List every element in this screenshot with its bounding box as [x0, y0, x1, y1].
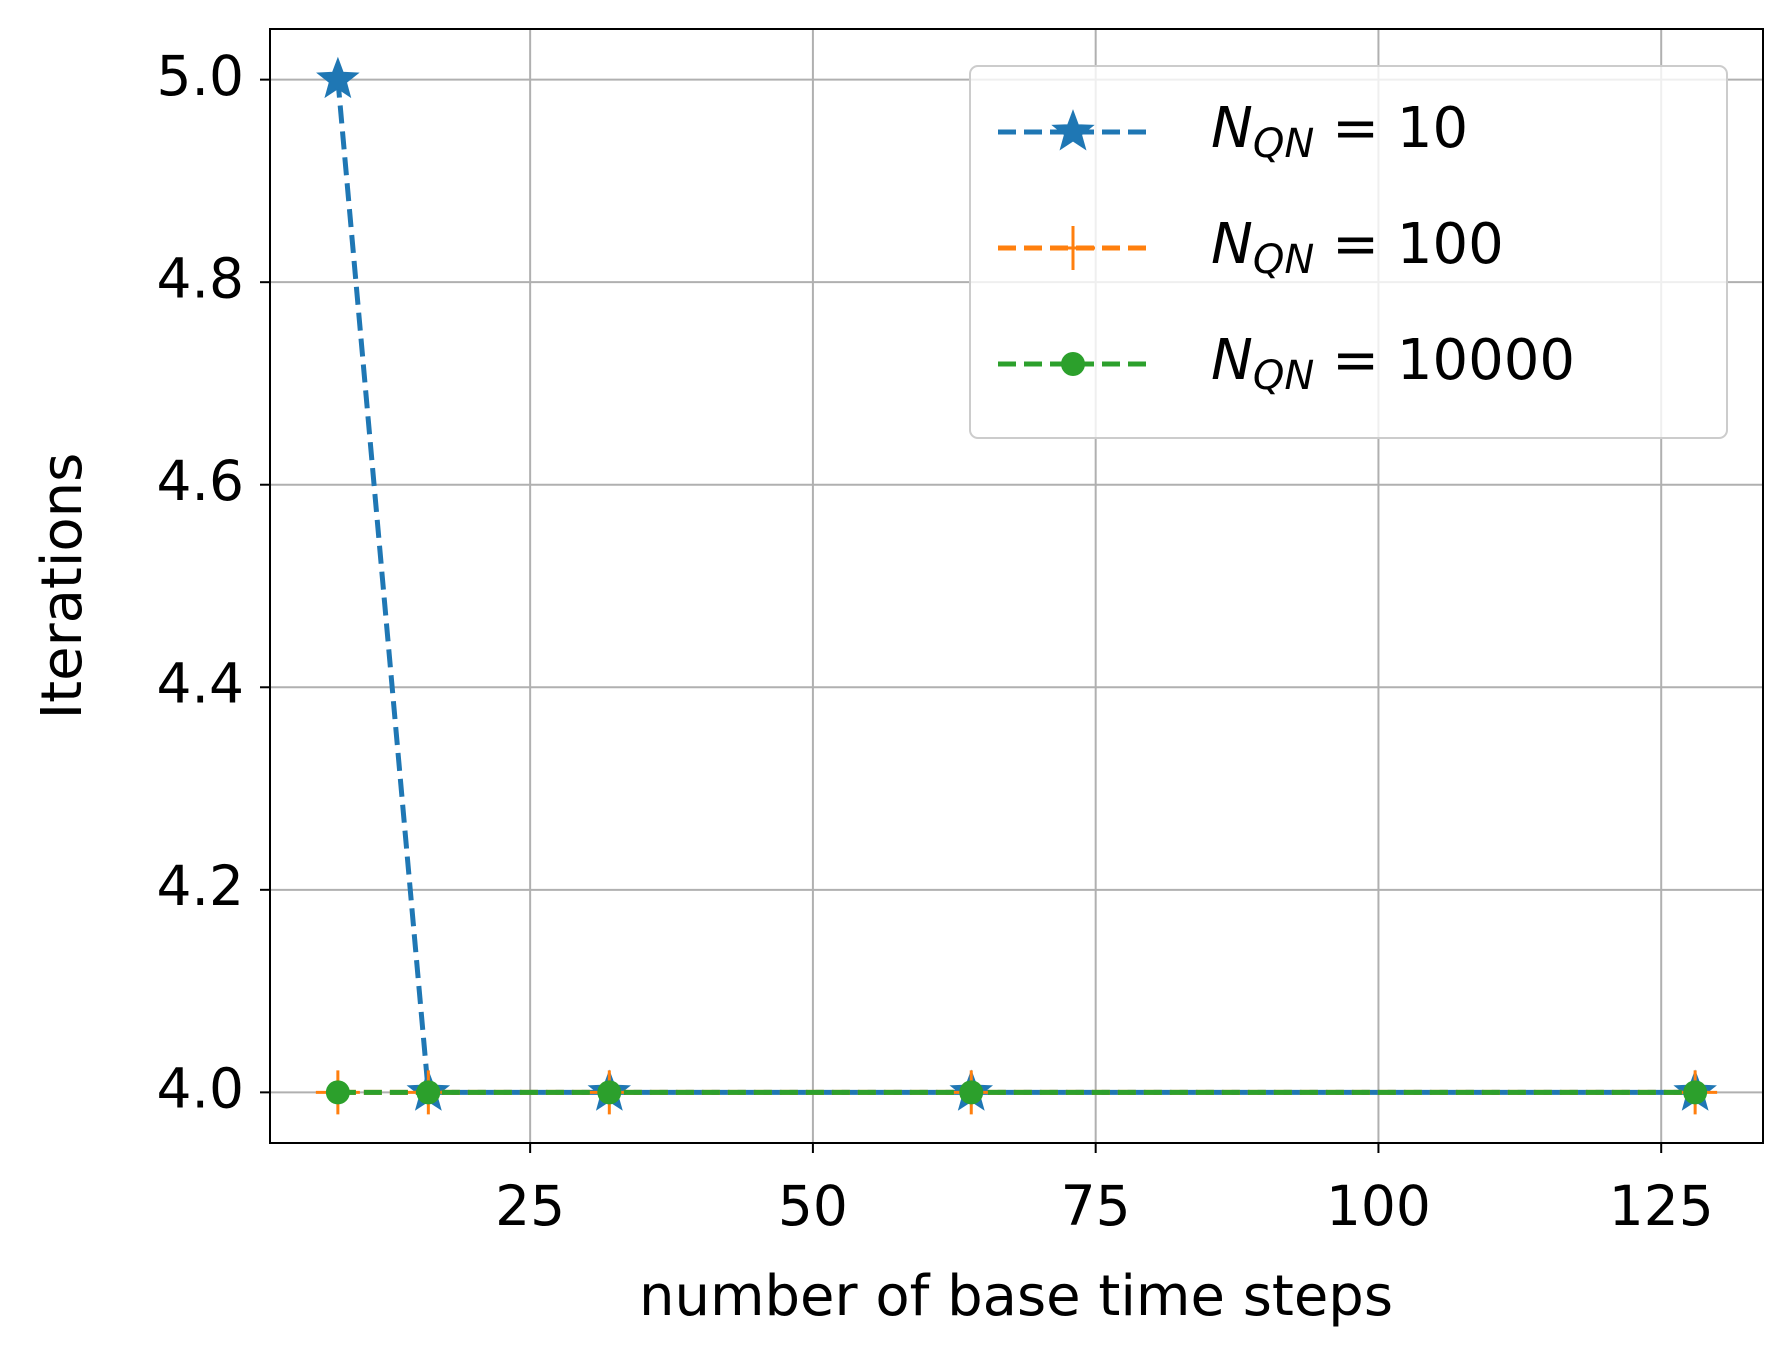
circle-marker [1061, 352, 1085, 376]
y-tick-label: 4.4 [157, 651, 244, 715]
x-tick-label: 100 [1326, 1174, 1431, 1238]
x-tick-label: 25 [495, 1174, 565, 1238]
circle-marker [416, 1080, 441, 1105]
legend-box [969, 65, 1728, 439]
y-tick-label: 4.8 [157, 246, 244, 310]
legend: NQN = 10 NQN = 100 NQN = 10000 [969, 65, 1728, 439]
x-tick-label: 125 [1609, 1174, 1714, 1238]
x-axis-label: number of base time steps [639, 1264, 1393, 1329]
y-tick-label: 4.2 [157, 854, 244, 918]
axes-frame [269, 28, 1764, 1144]
y-tick-label: 5.0 [157, 44, 244, 108]
plus-marker [1051, 226, 1095, 270]
circle-marker [597, 1080, 622, 1105]
circle-marker [959, 1080, 984, 1105]
star-marker [316, 56, 360, 99]
circle-marker [325, 1080, 350, 1105]
legend-label: NQN = 10 [1211, 96, 1468, 167]
ticks: 25 50 75 100 125 4.0 4.2 4.4 4.6 4.8 5.0 [157, 44, 1714, 1238]
y-tick-label: 4.6 [157, 449, 244, 513]
y-tick-label: 4.0 [157, 1057, 244, 1121]
y-axis-label: Iterations [30, 453, 95, 720]
legend-label: NQN = 100 [1211, 212, 1504, 283]
x-tick-label: 75 [1061, 1174, 1131, 1238]
plot-area [315, 56, 1718, 1115]
circle-marker [1683, 1080, 1708, 1105]
x-tick-label: 50 [778, 1174, 848, 1238]
legend-label: NQN = 10000 [1211, 328, 1575, 399]
star-marker [1051, 109, 1095, 151]
